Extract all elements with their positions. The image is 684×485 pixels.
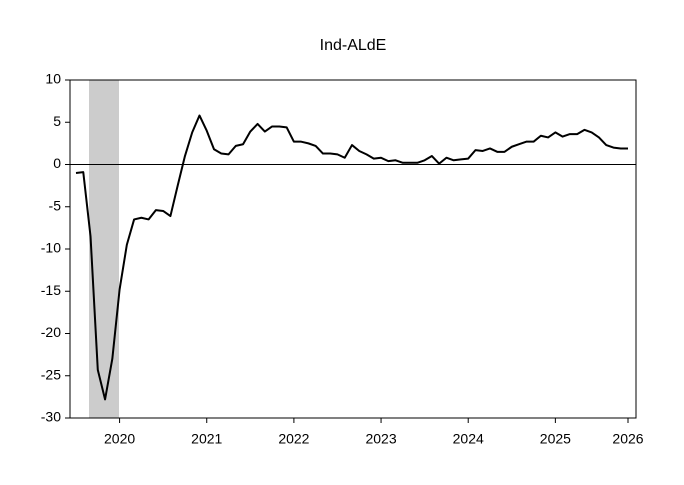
x-tick-label: 2023 <box>365 431 396 447</box>
x-tick-label: 2022 <box>278 431 309 447</box>
x-tick-label: 2026 <box>612 431 643 447</box>
y-tick-label: 0 <box>53 155 61 171</box>
chart-title: Ind-ALdE <box>320 37 387 54</box>
x-tick-label: 2020 <box>104 431 135 447</box>
series-line <box>75 114 628 401</box>
y-tick-label: -30 <box>41 409 61 425</box>
y-tick-label: 10 <box>45 71 61 87</box>
y-tick-label: -25 <box>41 366 61 382</box>
y-tick-label: -15 <box>41 282 61 298</box>
x-tick-label: 2025 <box>540 431 571 447</box>
y-tick-label: -20 <box>41 324 61 340</box>
x-tick-label: 2021 <box>191 431 222 447</box>
shaded-period <box>89 80 119 418</box>
y-tick-label: -10 <box>41 240 61 256</box>
x-tick-label: 2024 <box>453 431 484 447</box>
y-tick-label: 5 <box>53 113 61 129</box>
y-tick-label: -5 <box>49 197 62 213</box>
